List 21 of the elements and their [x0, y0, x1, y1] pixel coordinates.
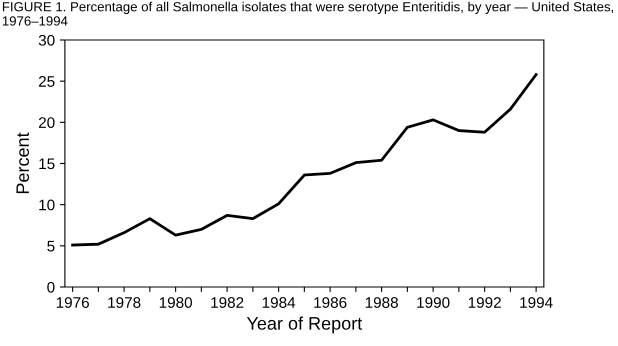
x-tick-label: 1994: [520, 297, 553, 308]
y-tick-label: 15: [39, 158, 55, 170]
x-axis-title: Year of Report: [246, 316, 362, 334]
x-tick-label: 1978: [108, 297, 140, 308]
line-series: [71, 73, 538, 246]
x-tick-label: 1992: [468, 297, 501, 308]
y-tick-label: 30: [38, 34, 55, 46]
x-tick-label: 1976: [56, 297, 89, 308]
x-tick-label: 1988: [366, 297, 398, 308]
x-tick-label: 1980: [160, 297, 192, 308]
y-tick-label: 0: [47, 282, 55, 293]
x-tick-label: 1986: [314, 297, 346, 308]
y-tick-label: 25: [38, 76, 55, 87]
x-tick-label: 1990: [417, 297, 450, 308]
y-tick-label: 20: [38, 117, 55, 128]
chart-title: FIGURE 1. Percentage of all Salmonella isolates that were serotype Enteritidis, by year — United States, 1976–1994: [2, 2, 614, 26]
x-tick-label: 1984: [262, 297, 296, 308]
y-axis-title: Percent: [16, 132, 30, 194]
y-tick-label: 5: [47, 240, 55, 252]
x-tick-label: 1982: [211, 297, 244, 308]
y-tick-label: 10: [39, 200, 55, 210]
